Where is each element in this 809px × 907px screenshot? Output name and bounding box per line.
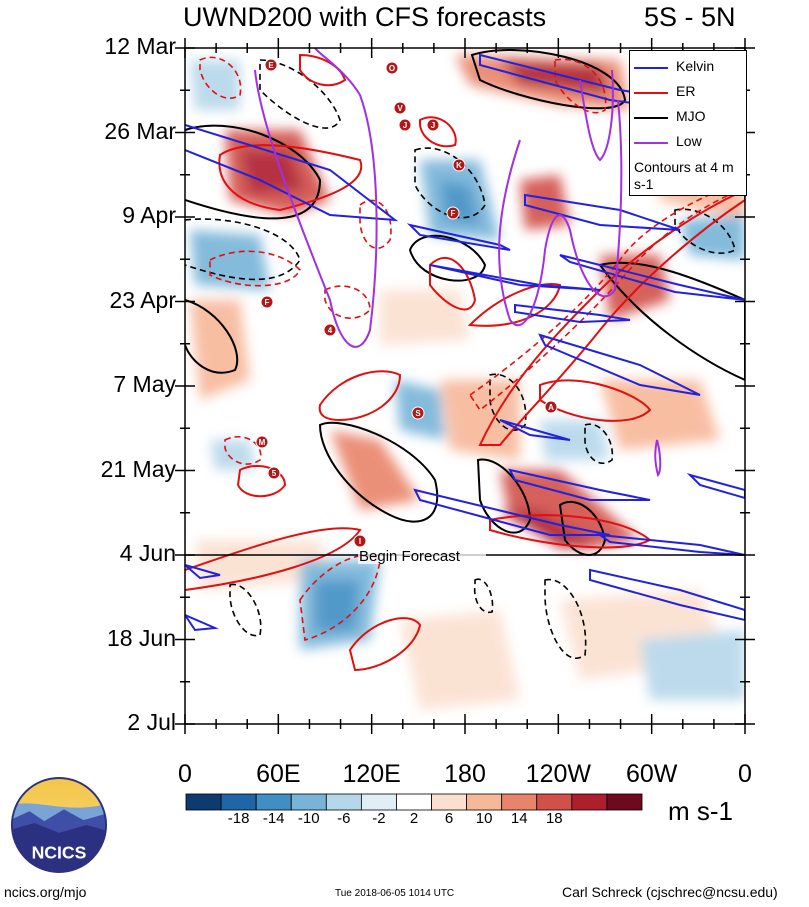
colorbar-label: -6 [337,810,351,827]
y-tick-label: 21 May [100,455,176,482]
ncics-logo[interactable]: NCICS [10,776,108,874]
storm-letter: J [431,121,435,130]
x-tick-label: 0 [738,760,752,788]
colorbar-label: 6 [444,810,454,827]
storm-letter: J [403,121,407,130]
chart-title: UWND200 with CFS forecasts [183,2,547,32]
x-tick-label: 180 [444,760,486,788]
legend: Kelvin ER MJO Low Contours at 4 m s-1 [629,50,747,196]
legend-item-er: ER [634,82,746,104]
colorbar-label: -10 [297,810,320,827]
x-tick-label: 0 [178,760,192,788]
colorbar-units: m s-1 [668,796,733,826]
storm-marker: J [398,118,412,132]
colorbar-swatch [431,793,468,811]
colorbar-swatch [220,793,257,811]
storm-marker: 4 [323,323,337,337]
storm-marker: F [446,206,460,220]
logo-text: NCICS [32,842,87,862]
colorbar-label: 18 [545,810,563,827]
legend-swatch [634,142,668,144]
y-tick-label: 26 Mar [104,117,176,144]
legend-swatch [634,117,668,119]
x-tick-label: 120E [342,760,401,788]
y-tick-label: 4 Jun [119,540,176,566]
colorbar-swatch [185,793,222,811]
y-tick-label: 12 Mar [104,33,176,59]
storm-letter: O [389,64,395,73]
colorbar-swatch [360,793,397,811]
legend-item-mjo: MJO [634,107,746,129]
y-tick-label: 9 Apr [122,202,176,228]
y-tick-label: 18 Jun [106,624,176,651]
storm-letter: 4 [328,326,333,335]
legend-swatch [634,67,668,69]
colorbar-swatch [466,793,503,811]
storm-letter: F [451,209,456,218]
colorbar-swatch [255,793,292,811]
legend-label: ER [676,83,696,99]
y-tick-label: 23 Apr [109,286,177,313]
legend-item-low: Low [634,132,746,154]
x-tick-label: 60W [625,760,678,788]
legend-swatch [634,92,668,94]
legend-label: Low [676,133,702,149]
storm-marker: V [393,101,407,115]
storm-letter: S [415,409,421,418]
storm-marker: S [411,406,425,420]
storm-marker: F [260,295,274,309]
storm-letter: K [456,161,462,170]
legend-item-kelvin: Kelvin [634,57,746,79]
x-tick-label: 60E [256,760,301,788]
colorbar-swatch [290,793,327,811]
y-tick-label: 7 May [113,371,176,397]
storm-letter: I [359,537,361,546]
colorbar-swatch [325,793,362,811]
storm-marker: I [353,534,367,548]
storm-marker: M [255,435,269,449]
colorbar-swatch [396,793,432,811]
colorbar-label: 14 [510,810,528,827]
legend-label: MJO [676,108,706,124]
storm-letter: V [397,104,403,113]
legend-contour-note: Contours at 4 m s-1 [634,159,734,192]
colorbar-swatch [606,793,643,811]
storm-letter: M [259,438,266,447]
footer-author: Carl Schreck (cjschrec@ncsu.edu) [562,884,778,900]
colorbar-label: -2 [372,810,386,827]
colorbar-label: 2 [409,810,419,827]
x-tick-label: 120W [525,760,591,788]
colorbar-label: 10 [475,810,493,827]
colorbar-label: -18 [227,810,250,827]
chart-region: 5S - 5N [644,2,736,32]
footer-timestamp: Tue 2018-06-05 1014 UTC [335,888,455,899]
forecast-label: Begin Forecast [359,548,461,565]
storm-marker: 5 [267,466,281,480]
colorbar-swatch [536,793,573,811]
storm-marker: E [264,58,278,72]
y-tick-label: 2 Jul [127,709,176,735]
storm-letter: F [265,298,270,307]
colorbar-swatch [571,793,608,811]
colorbar [185,793,643,811]
storm-marker: O [385,61,399,75]
storm-letter: 5 [272,469,277,478]
storm-marker: A [544,400,558,414]
storm-marker: K [452,158,466,172]
colorbar-label: -14 [262,810,285,827]
legend-label: Kelvin [676,58,715,74]
footer-site-link[interactable]: ncics.org/mjo [4,884,87,900]
storm-letter: A [548,403,554,412]
storm-letter: E [268,61,274,70]
storm-marker: J [426,118,440,132]
colorbar-swatch [501,793,538,811]
